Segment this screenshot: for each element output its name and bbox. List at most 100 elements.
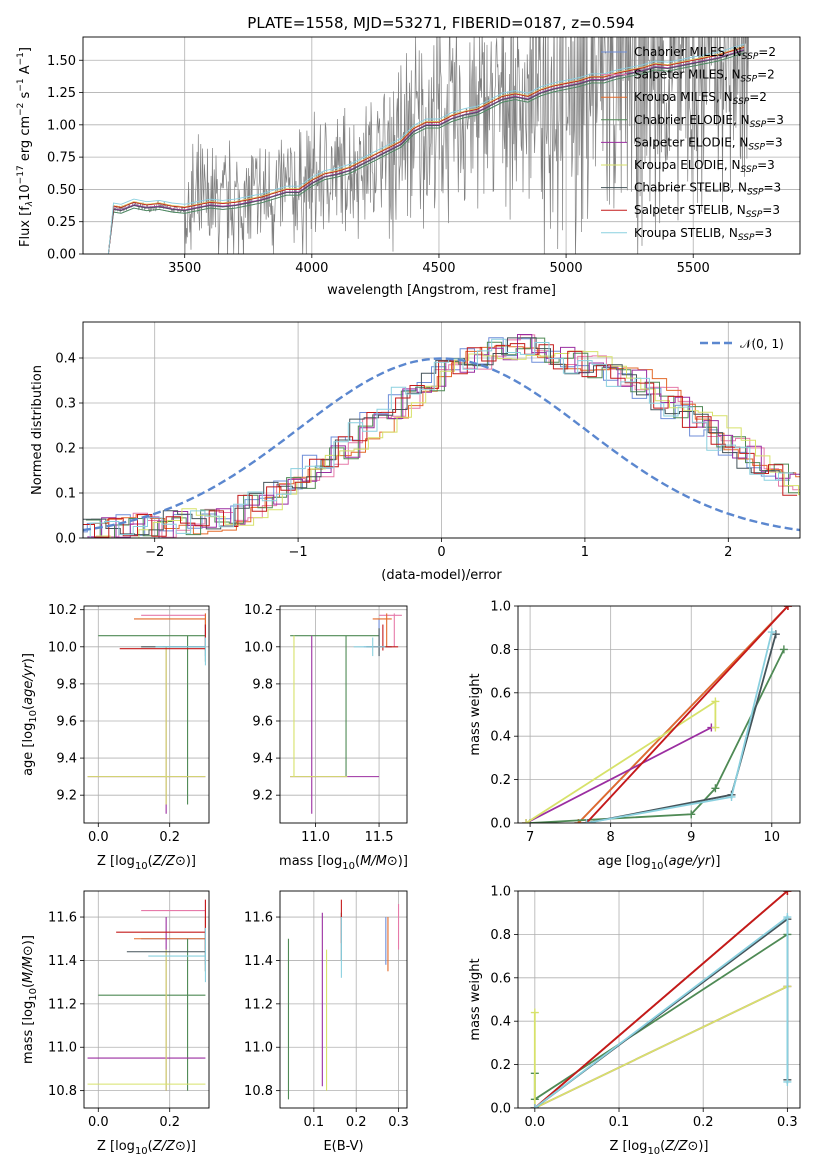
x-tick-label: 9 (687, 830, 695, 845)
x-axis-label: Z [log10(Z/Z⊙)] (97, 854, 196, 872)
y-tick-label: 0.4 (490, 1015, 511, 1030)
x-axis-label: E(B-V) (323, 1139, 363, 1154)
legend-label-normal: 𝒩(0, 1) (740, 337, 784, 351)
legend-text: =3 (754, 226, 772, 240)
y-tick-label: 11.6 (48, 911, 77, 926)
x-tick-label: 7 (526, 830, 534, 845)
legend-text: Chabrier MILES, N (634, 45, 742, 59)
y-tick-label: 0.4 (490, 730, 511, 745)
y-tick-label: 0.2 (490, 773, 511, 788)
label-sub: 10 (135, 1146, 148, 1157)
y-tick-label: 10.8 (244, 1084, 273, 1099)
y-tick-label: 9.8 (252, 677, 273, 692)
y-tick-label: 0.50 (47, 183, 76, 198)
y-label-part: s (18, 91, 33, 102)
legend-sub: SSP (733, 97, 750, 107)
y-tick-label: 10.8 (48, 1084, 77, 1099)
y-axis-label: mass [log10(M/M⊙)] (21, 935, 39, 1064)
x-tick-label: 0.3 (777, 1115, 798, 1130)
x-tick-label: 3500 (168, 261, 201, 276)
weight-marker-kroupa-stelib (767, 628, 776, 637)
y-tick-label: 1.00 (47, 118, 76, 133)
y-tick-label: 0.75 (47, 151, 76, 166)
normal-curve (83, 357, 800, 532)
y-tick-label: 1.0 (490, 600, 511, 615)
weight-marker-kroupa-stelib (582, 819, 591, 823)
grid (84, 891, 209, 1108)
y-tick-label: 0.0 (490, 817, 511, 832)
y-tick-label: 11.2 (244, 997, 273, 1012)
y-tick-label: 0.2 (55, 442, 76, 457)
grid (84, 606, 209, 823)
y-label-part: −17 (16, 165, 26, 184)
y-axis-label: mass weight (468, 673, 483, 755)
label-italic: Z/Z⊙ (152, 1139, 186, 1154)
legend-text: Kroupa MILES, N (634, 90, 733, 104)
weight-marker-kroupa-elodie (522, 819, 531, 823)
x-tick-label: 8 (607, 830, 615, 845)
legend-text: Kroupa ELODIE, N (634, 158, 741, 172)
label-part: ( (664, 854, 669, 869)
x-tick-label: 0.2 (693, 1115, 714, 1130)
y-tick-label: 11.4 (48, 954, 77, 969)
legend-label-chabrier-elodie: Chabrier ELODIE, NSSP=3 (634, 113, 784, 130)
weight-marker-kroupa-stelib (783, 1077, 792, 1086)
label-sub: 10 (135, 861, 148, 872)
x-axis-label: Z [log10(Z/Z⊙)] (610, 1139, 709, 1157)
y-tick-label: 9.2 (56, 789, 77, 804)
y-tick-label: 11.0 (244, 1041, 273, 1056)
label-sub: 10 (28, 710, 39, 723)
legend-text: =3 (766, 113, 784, 127)
label-part: ( (148, 1139, 153, 1154)
x-tick-label: 0.1 (304, 1115, 325, 1130)
legend-text: Salpeter STELIB, N (634, 203, 746, 217)
y-tick-label: 0.6 (490, 971, 511, 986)
label-part: ( (148, 854, 153, 869)
y-tick-label: 0.0 (490, 1102, 511, 1117)
y-label-part: erg cm (18, 116, 33, 165)
y-tick-label: 10.2 (244, 603, 273, 618)
weight-marker-kroupa-elodie (711, 723, 720, 732)
label-part: Z [log (610, 1139, 648, 1154)
x-tick-label: 10 (764, 830, 781, 845)
label-part: )] (398, 854, 408, 869)
grid (280, 606, 407, 823)
y-tick-label: 0.25 (47, 215, 76, 230)
y-tick-label: 11.2 (48, 997, 77, 1012)
y-tick-label: 1.50 (47, 54, 76, 69)
label-part: mass [log (21, 1001, 36, 1064)
x-tick-label: 1 (581, 545, 589, 560)
label-part: mass [log (279, 854, 342, 869)
hist-step-chabrier-miles (83, 337, 790, 538)
legend-text: Chabrier ELODIE, N (634, 113, 750, 127)
legend-sub: SSP (748, 142, 765, 152)
legend-label-kroupa-stelib: Kroupa STELIB, NSSP=3 (634, 226, 772, 243)
spectrum-plot (107, 37, 749, 254)
weight-marker-kroupa-elodie (530, 1008, 539, 1017)
y-tick-label: 0.4 (55, 352, 76, 367)
label-sub: 10 (651, 861, 664, 872)
y-tick-label: 11.0 (48, 1041, 77, 1056)
legend-text: =3 (762, 203, 780, 217)
legend-label-salpeter-elodie: Salpeter ELODIE, NSSP=3 (634, 135, 783, 152)
legend-text: =2 (757, 68, 775, 82)
label-part: )] (21, 653, 36, 663)
y-tick-label: 9.8 (56, 677, 77, 692)
weight-marker-chabrier-elodie (779, 645, 788, 654)
hist-step-kroupa-stelib (83, 338, 793, 538)
hist-step-salpeter-stelib (83, 343, 798, 538)
legend-sub: SSP (741, 75, 758, 85)
legend-sub: SSP (738, 233, 755, 243)
label-part: )] (21, 935, 36, 945)
weight-marker-kroupa-stelib (727, 792, 736, 801)
legend-text: =3 (765, 135, 783, 149)
y-tick-label: 1.0 (490, 885, 511, 900)
hist-step-kroupa-elodie (95, 350, 800, 538)
mass-vs-ebv-panel: 0.1 0.2 0.3 10.8 11.0 11.2 11.4 11.6 E(B-V) (244, 890, 409, 1154)
weight-marker-salpeter-stelib (783, 891, 792, 895)
label-italic: Z/Z⊙ (664, 1139, 698, 1154)
legend-text: Chabrier STELIB, N (634, 181, 747, 195)
legend-text: Kroupa STELIB, N (634, 226, 738, 240)
legend-text: =2 (749, 90, 767, 104)
age-vs-mass-panel: 11.0 11.5 9.2 9.4 9.6 9.8 10.0 10.2 mass [log10(… (244, 603, 408, 872)
